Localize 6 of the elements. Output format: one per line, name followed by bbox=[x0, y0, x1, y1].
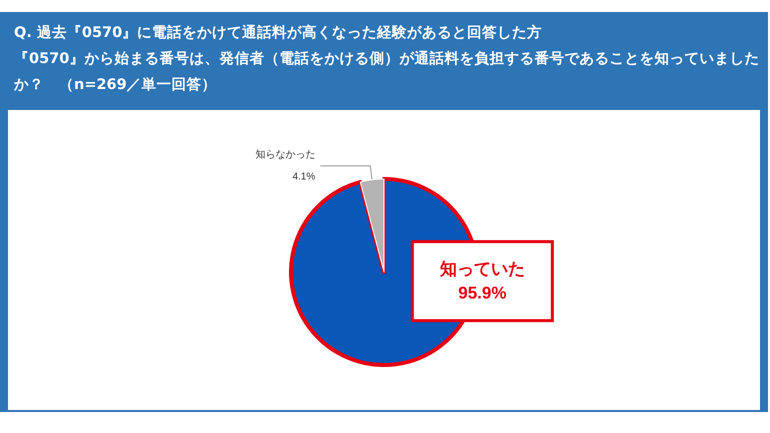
chart-subtitle: 『0570』から始まる番号は、発信者（電話をかける側）が通話料を負担する番号であることを知っていましたか？ （n=269／単一回答） bbox=[14, 50, 760, 95]
data-label: 4.1% bbox=[292, 171, 316, 182]
slice-label: 知らなかった bbox=[255, 148, 316, 160]
data-label: 95.9% bbox=[458, 284, 506, 303]
slice-label: 知っていた bbox=[438, 260, 525, 279]
chart-title: Q. 過去『0570』に電話をかけて通話料が高くなった経験があると回答した方 bbox=[14, 23, 544, 43]
